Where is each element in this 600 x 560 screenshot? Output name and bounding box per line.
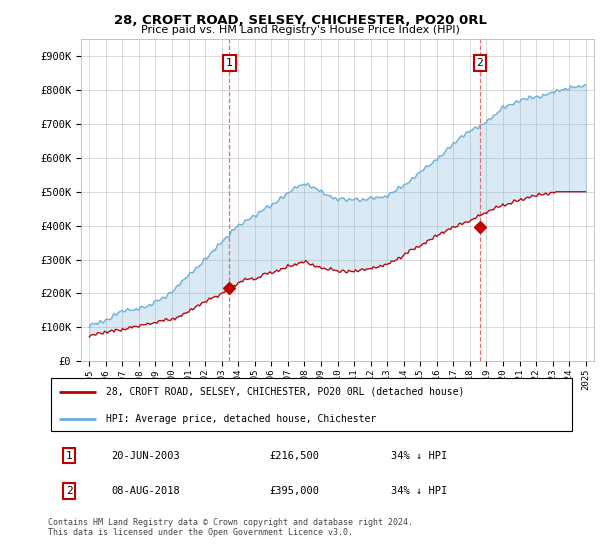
Text: 28, CROFT ROAD, SELSEY, CHICHESTER, PO20 0RL: 28, CROFT ROAD, SELSEY, CHICHESTER, PO20… — [113, 14, 487, 27]
Text: 2: 2 — [476, 58, 483, 68]
Text: £216,500: £216,500 — [270, 451, 320, 461]
Text: 34% ↓ HPI: 34% ↓ HPI — [391, 486, 448, 496]
Text: 1: 1 — [226, 58, 233, 68]
Text: 28, CROFT ROAD, SELSEY, CHICHESTER, PO20 0RL (detached house): 28, CROFT ROAD, SELSEY, CHICHESTER, PO20… — [106, 386, 464, 396]
Text: 34% ↓ HPI: 34% ↓ HPI — [391, 451, 448, 461]
Text: Price paid vs. HM Land Registry's House Price Index (HPI): Price paid vs. HM Land Registry's House … — [140, 25, 460, 35]
Text: 2: 2 — [66, 486, 73, 496]
Text: 1: 1 — [66, 451, 73, 461]
Text: Contains HM Land Registry data © Crown copyright and database right 2024.
This d: Contains HM Land Registry data © Crown c… — [48, 518, 413, 538]
Text: HPI: Average price, detached house, Chichester: HPI: Average price, detached house, Chic… — [106, 414, 376, 424]
Text: 08-AUG-2018: 08-AUG-2018 — [112, 486, 180, 496]
FancyBboxPatch shape — [50, 378, 572, 431]
Text: £395,000: £395,000 — [270, 486, 320, 496]
Text: 20-JUN-2003: 20-JUN-2003 — [112, 451, 180, 461]
